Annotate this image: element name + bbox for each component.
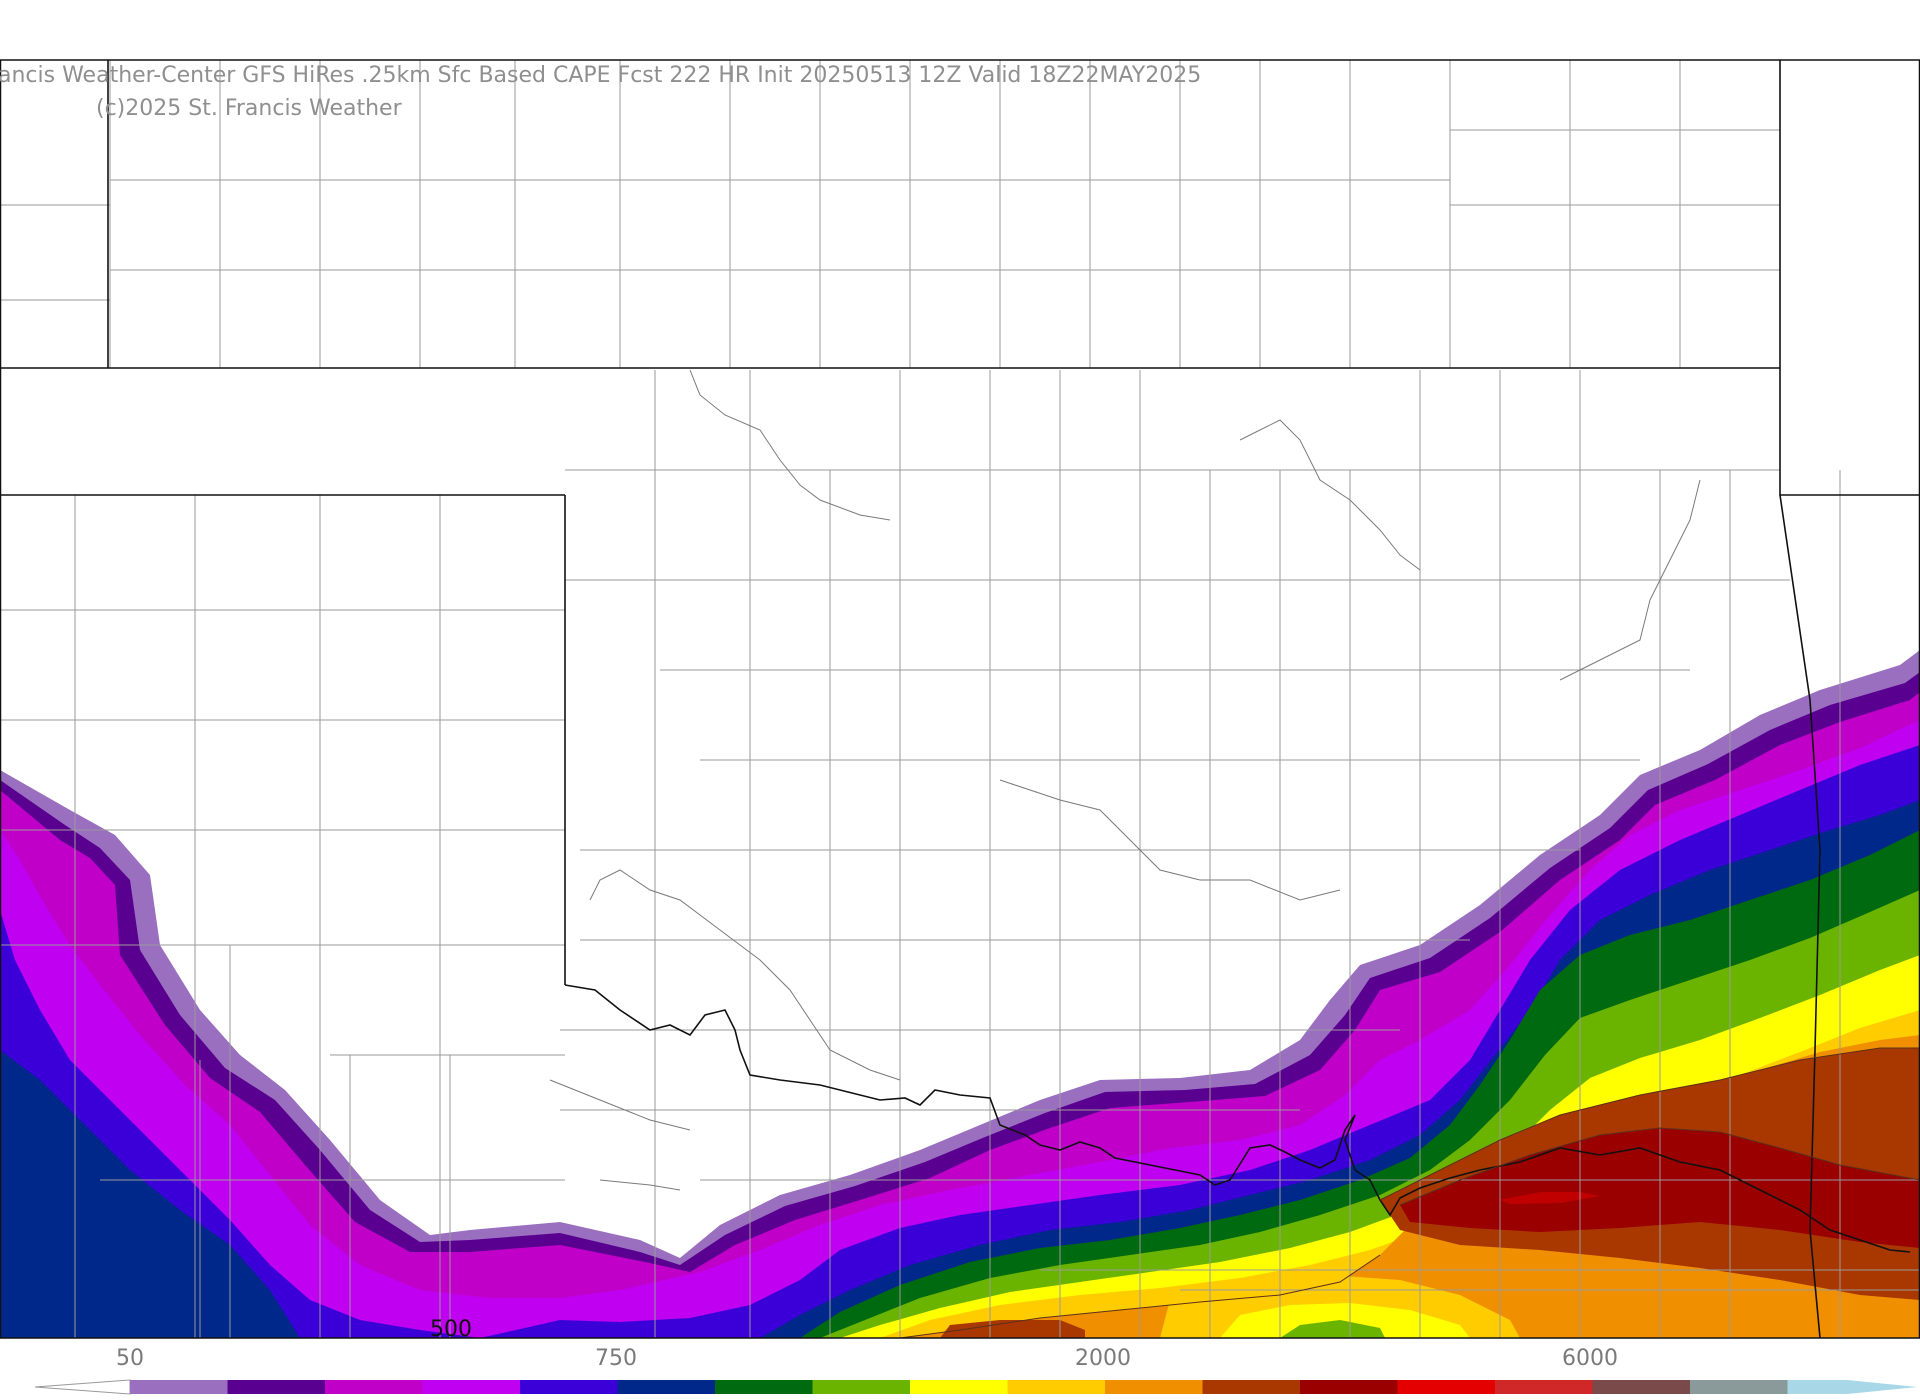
legend-arrow-left: [34, 1379, 131, 1395]
legend-swatch: [130, 1380, 228, 1394]
cape-band-5000: [1500, 1192, 1600, 1204]
legend-swatch: [812, 1380, 910, 1394]
legend-tick-label: 6000: [1562, 1346, 1618, 1371]
legend-swatch: [325, 1380, 423, 1394]
legend-swatch: [617, 1380, 715, 1394]
legend-swatch: [1397, 1380, 1495, 1394]
legend-swatch: [910, 1380, 1008, 1394]
copyright-text: (c)2025 St. Francis Weather: [96, 96, 403, 121]
legend-tick-labels: 50 750 2000 6000: [116, 1346, 1618, 1371]
legend-swatch: [1592, 1380, 1690, 1394]
legend-swatch: [520, 1380, 618, 1394]
state-boundaries: [0, 60, 1920, 1338]
red-river-border: [564, 984, 1911, 1253]
legend-tick-label: 2000: [1075, 1346, 1131, 1371]
contour-label: 500: [430, 1317, 472, 1342]
cape-contours: [899, 1047, 1920, 1338]
legend-tick-label: 50: [116, 1346, 144, 1371]
county-lines: [0, 60, 1920, 1338]
rivers: [549, 369, 1701, 1191]
legend-swatch: [1300, 1380, 1398, 1394]
legend-arrow-right: [1787, 1380, 1918, 1394]
legend-swatch: [715, 1380, 813, 1394]
legend-swatch: [1690, 1380, 1788, 1394]
cape-pocket-green: [1280, 1320, 1385, 1338]
legend-swatch: [1007, 1380, 1105, 1394]
legend-swatch: [422, 1380, 520, 1394]
color-legend: [34, 1379, 1918, 1395]
legend-swatch: [1202, 1380, 1300, 1394]
arkansas-border: [1779, 494, 1821, 1338]
legend-tick-label: 750: [595, 1346, 637, 1371]
cape-pocket-brown: [940, 1320, 1085, 1338]
legend-swatch: [227, 1380, 325, 1394]
map-title: ancis Weather-Center GFS HiRes .25km Sfc…: [0, 63, 1201, 88]
cape-pocket-bright-yellow: [1220, 1303, 1470, 1338]
legend-swatch: [1105, 1380, 1203, 1394]
legend-swatch: [1495, 1380, 1593, 1394]
cape-shading: [0, 650, 1920, 1338]
